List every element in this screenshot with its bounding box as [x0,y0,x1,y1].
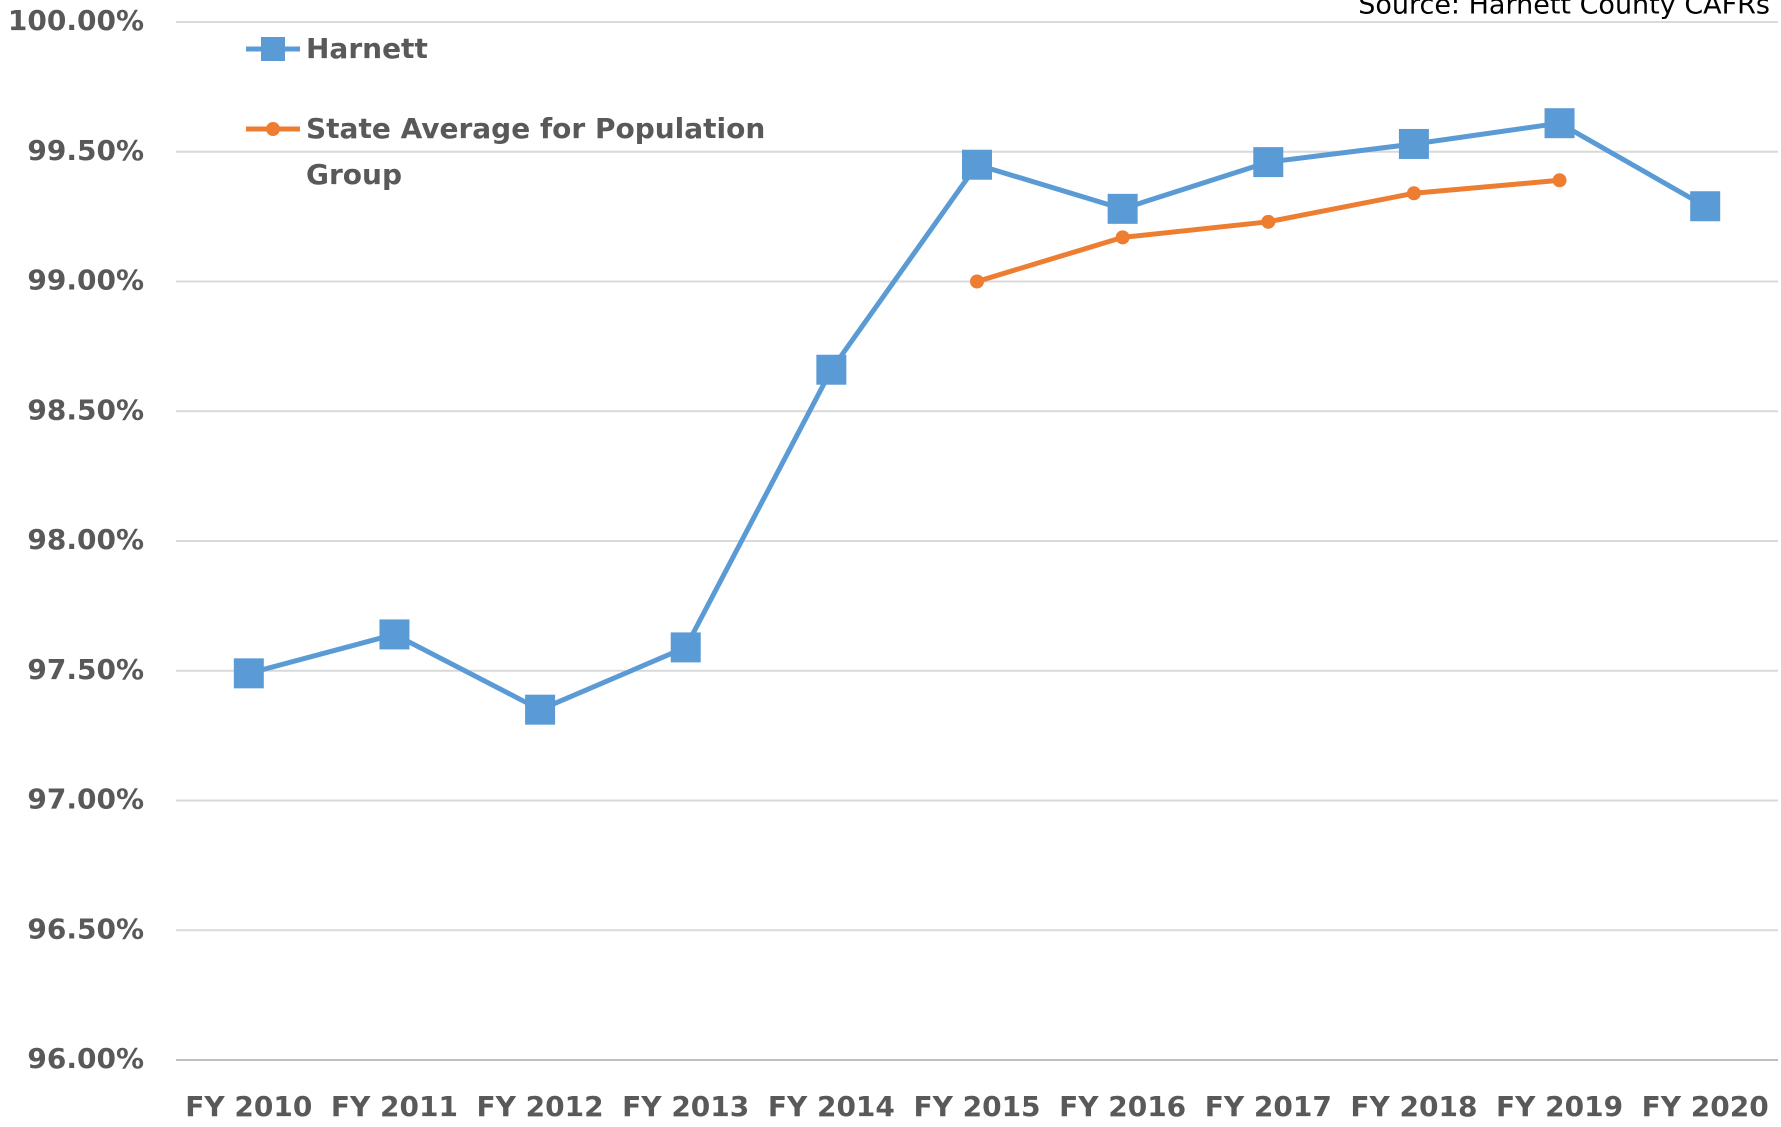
x-tick-label: FY 2013 [622,1090,749,1123]
legend: Harnett State Average for Population Grou… [246,26,776,232]
marker [962,149,992,180]
marker [670,632,701,663]
marker [970,274,984,289]
marker [1115,230,1130,245]
x-tick-label: FY 2018 [1350,1090,1477,1123]
marker [233,658,264,689]
marker [1261,214,1276,229]
legend-marker [266,122,280,136]
y-tick-label: 97.50% [27,653,144,686]
series-line [976,177,1560,284]
y-tick-label: 99.50% [27,134,144,167]
x-tick-label: FY 2012 [477,1090,604,1123]
marker [1544,108,1575,139]
x-tick-label: FY 2016 [1059,1090,1186,1123]
marker [816,354,847,385]
marker [379,619,410,650]
x-tick-label: FY 2017 [1205,1090,1332,1123]
y-tick-label: 99.00% [27,264,144,297]
marker [1690,191,1721,222]
marker [1552,173,1567,188]
y-tick-label: 100.00% [8,4,144,37]
x-tick-label: FY 2010 [185,1090,312,1123]
y-tick-label: 96.00% [27,1042,144,1075]
marker [1253,147,1284,178]
x-tick-label: FY 2015 [913,1090,1040,1123]
x-tick-label: FY 2020 [1642,1090,1769,1123]
x-tick-label: FY 2011 [331,1090,458,1123]
y-tick-label: 98.50% [27,393,144,426]
legend-key [246,37,300,61]
marker [525,694,556,725]
legend-item: Harnett [246,26,776,72]
source-note: Source: Harnett County CAFRs [1358,0,1770,21]
legend-marker [261,37,285,61]
y-tick-label: 98.00% [27,523,144,556]
y-tick-label: 97.00% [27,783,144,816]
legend-item: State Average for Population Group [246,106,776,198]
x-tick-label: FY 2014 [768,1090,895,1123]
legend-label: State Average for Population Group [306,112,766,191]
marker [1107,193,1138,224]
marker [1398,128,1429,159]
marker [1406,186,1421,201]
legend-key [246,122,300,136]
y-tick-label: 96.50% [27,912,144,945]
legend-label: Harnett [306,32,428,65]
x-tick-label: FY 2019 [1496,1090,1623,1123]
